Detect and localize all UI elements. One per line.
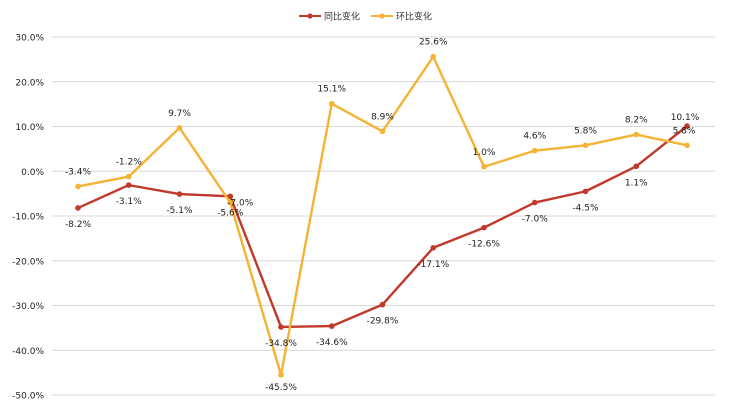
series-mom <box>75 53 690 378</box>
data-label-yoy: -8.2% <box>65 220 92 230</box>
data-point <box>227 199 234 206</box>
data-point <box>379 301 386 308</box>
data-point <box>176 125 183 131</box>
data-point <box>430 244 437 251</box>
legend-item-yoy: 同比变化 <box>299 11 360 23</box>
data-labels: -8.2% -3.1% -5.1% -5.6% -34.8% -34.6% -29.8% -1… <box>65 38 700 393</box>
data-label-yoy: 10.1% <box>671 113 700 123</box>
data-point <box>125 173 132 180</box>
data-label-yoy: -3.1% <box>116 197 143 207</box>
data-point <box>176 191 183 197</box>
data-point <box>278 372 284 378</box>
data-point <box>379 128 386 135</box>
data-label-mom: 1.0% <box>473 148 496 158</box>
data-label-mom: 8.2% <box>625 116 648 126</box>
data-label-mom: -7.0% <box>227 199 254 209</box>
data-point <box>684 142 690 149</box>
legend: 同比变化 环比变化 <box>299 11 432 23</box>
data-label-mom: 15.1% <box>317 85 346 95</box>
data-label-yoy: -12.6% <box>468 240 500 250</box>
legend-item-mom: 环比变化 <box>371 11 432 23</box>
data-label-yoy: -4.5% <box>572 203 599 213</box>
data-label-mom: -3.4% <box>65 167 92 177</box>
data-point <box>125 182 132 188</box>
data-label-mom: 5.8% <box>574 126 597 136</box>
legend-label-yoy: 同比变化 <box>324 11 360 23</box>
y-tick-label: -50.0% <box>12 392 44 402</box>
legend-marker-mom <box>379 13 385 19</box>
data-point <box>481 163 487 170</box>
data-point <box>633 163 640 170</box>
y-axis-tick-labels: 30.0% 20.0% 10.0% 0.0% -10.0% -20.0% -30.0% -40… <box>12 34 44 402</box>
data-label-mom: -1.2% <box>116 158 143 168</box>
data-point <box>75 183 81 190</box>
legend-label-mom: 环比变化 <box>396 11 432 23</box>
data-point <box>633 131 640 138</box>
data-label-mom: 25.6% <box>419 38 448 48</box>
data-point <box>278 324 284 330</box>
data-label-yoy: -5.1% <box>166 206 193 216</box>
data-label-mom: 5.8% <box>673 126 696 136</box>
data-point <box>531 199 538 206</box>
data-point <box>531 147 538 154</box>
data-point <box>684 123 690 129</box>
data-label-yoy: -17.1% <box>417 260 449 270</box>
data-point <box>481 224 487 231</box>
data-point <box>582 188 589 195</box>
series-lines <box>75 53 690 378</box>
data-point <box>75 205 81 211</box>
y-tick-label: 0.0% <box>21 168 44 178</box>
data-point <box>328 100 335 107</box>
y-tick-label: -10.0% <box>12 213 44 223</box>
y-tick-label: -30.0% <box>12 302 44 312</box>
data-point <box>328 323 335 329</box>
data-label-yoy: -29.8% <box>367 317 399 327</box>
data-label-yoy: -7.0% <box>522 215 549 225</box>
data-label-mom: 4.6% <box>523 132 546 142</box>
data-label-yoy: -34.8% <box>265 339 297 349</box>
data-label-yoy: -34.6% <box>316 338 348 348</box>
data-label-mom: 8.9% <box>371 112 394 122</box>
y-tick-label: -40.0% <box>12 347 44 357</box>
data-point <box>582 142 589 149</box>
y-tick-label: 10.0% <box>15 123 44 133</box>
y-tick-label: 20.0% <box>15 78 44 88</box>
series-yoy <box>75 123 690 330</box>
y-tick-label: 30.0% <box>15 34 44 44</box>
legend-marker-yoy <box>307 13 313 19</box>
data-label-mom: 9.7% <box>168 109 191 119</box>
data-point <box>227 193 234 200</box>
gridlines <box>52 36 715 396</box>
series-line <box>76 124 689 329</box>
data-label-yoy: -5.6% <box>217 208 244 218</box>
data-point <box>430 53 437 60</box>
data-label-mom: -45.5% <box>265 383 297 393</box>
y-tick-label: -20.0% <box>12 257 44 267</box>
data-label-yoy: 1.1% <box>625 178 648 188</box>
